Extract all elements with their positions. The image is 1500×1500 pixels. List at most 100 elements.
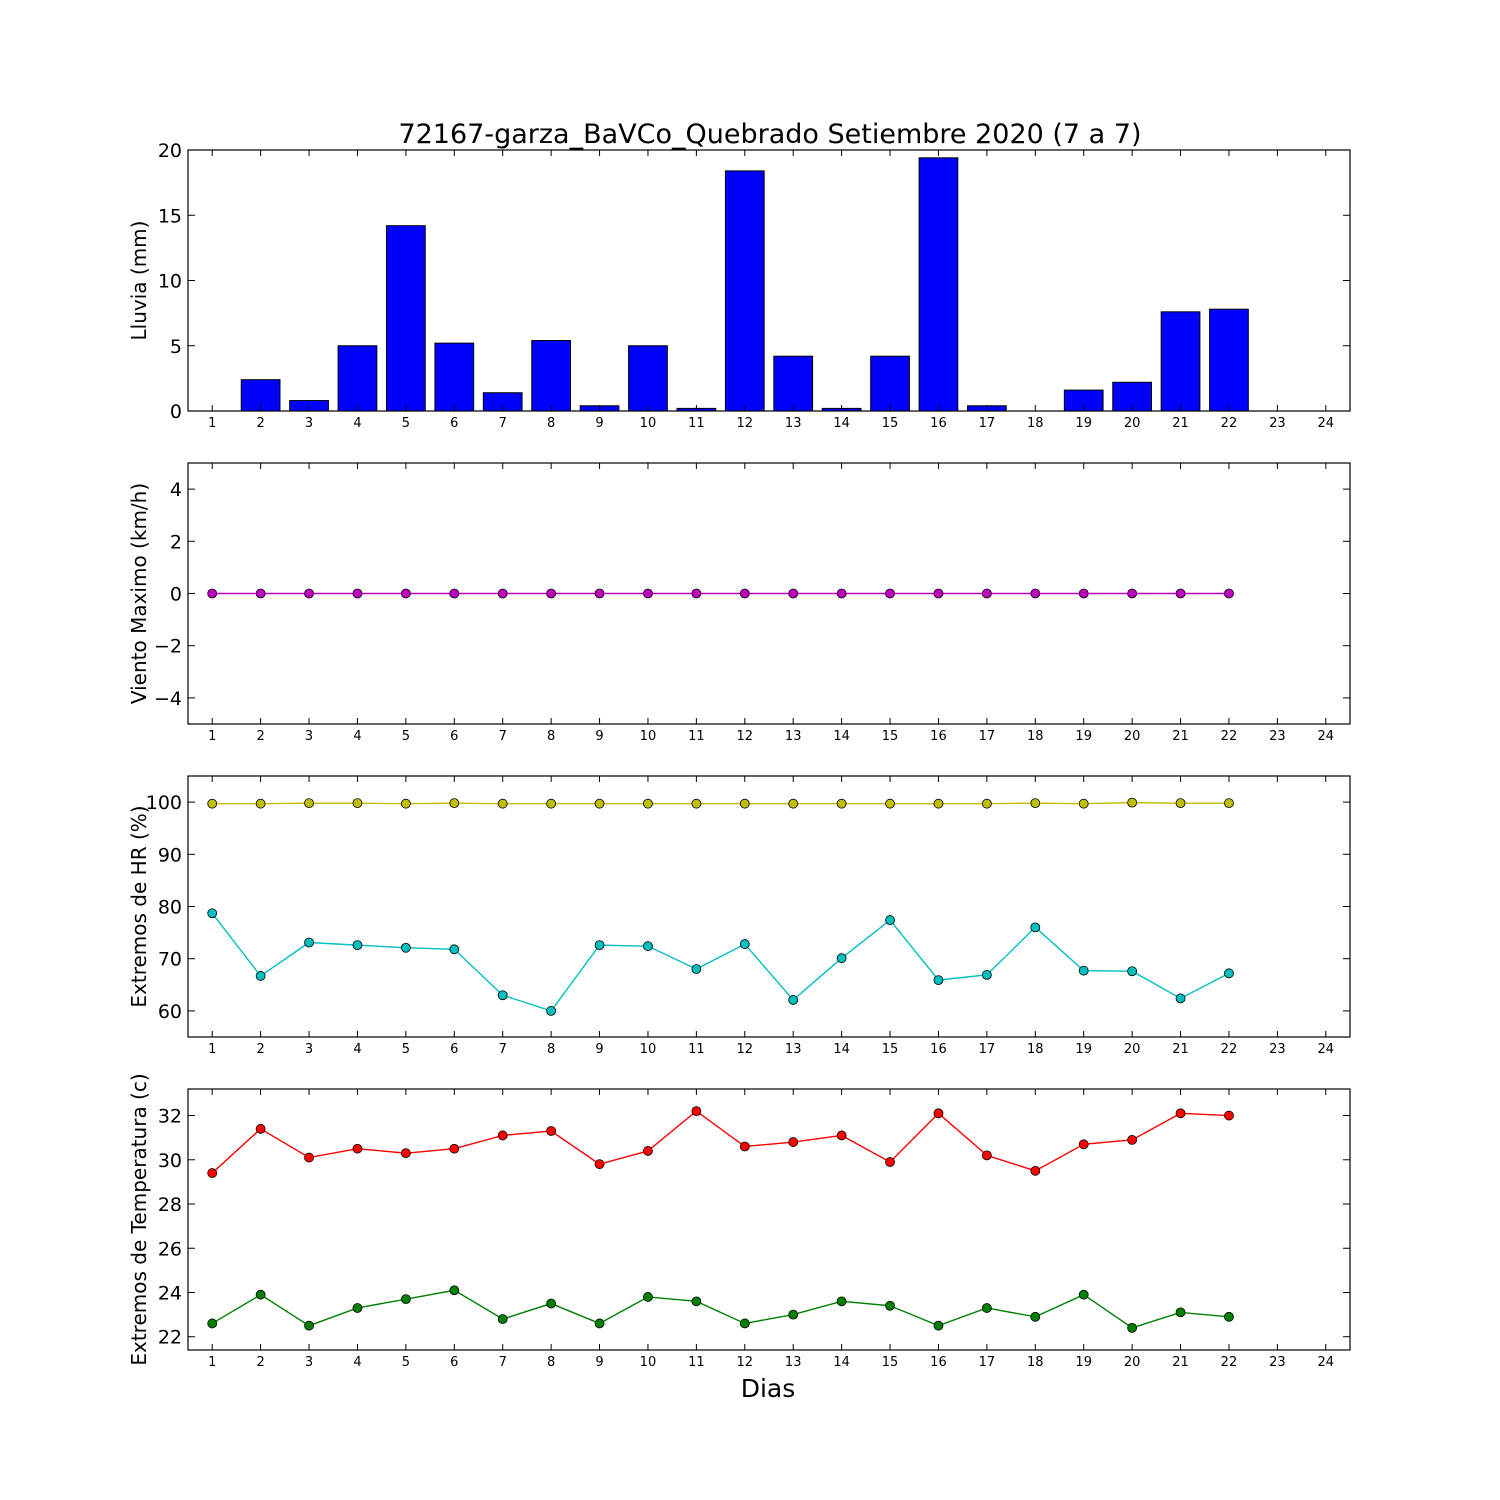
- x-tick-label-rain-18: 18: [1027, 416, 1044, 431]
- point-humidity-series-2-day-22: [1224, 968, 1234, 979]
- point-temperature-series-1-day-11: [691, 1106, 702, 1117]
- y-tick-label-rain-20: 20: [158, 140, 182, 162]
- x-tick-label-temperature-6: 6: [450, 1355, 458, 1370]
- point-temperature-series-2-day-6: [449, 1285, 460, 1296]
- bar-rain-day-13: [773, 355, 814, 412]
- x-tick-label-temperature-20: 20: [1124, 1355, 1141, 1370]
- point-wind-series-1-day-20: [1127, 588, 1138, 599]
- point-humidity-series-2-day-14: [836, 953, 847, 964]
- x-tick-label-humidity-13: 13: [785, 1042, 802, 1057]
- point-temperature-series-1-day-3: [304, 1152, 314, 1163]
- x-tick-label-humidity-4: 4: [353, 1042, 361, 1057]
- point-temperature-series-2-day-4: [352, 1303, 363, 1313]
- point-temperature-series-2-day-16: [933, 1320, 944, 1331]
- point-temperature-series-2-day-9: [594, 1318, 605, 1329]
- x-tick-label-temperature-9: 9: [595, 1355, 603, 1370]
- x-tick-label-humidity-14: 14: [833, 1042, 850, 1057]
- point-wind-series-1-day-16: [933, 588, 944, 599]
- x-tick-label-temperature-12: 12: [737, 1355, 754, 1370]
- point-temperature-series-2-day-8: [546, 1298, 557, 1309]
- point-humidity-series-2-day-7: [497, 990, 508, 1001]
- x-tick-label-temperature-24: 24: [1318, 1355, 1335, 1370]
- x-tick-label-wind-9: 9: [595, 729, 603, 744]
- x-tick-label-rain-24: 24: [1318, 416, 1335, 431]
- x-tick-label-rain-8: 8: [547, 416, 555, 431]
- point-humidity-series-2-day-4: [352, 940, 363, 951]
- y-axis-label-humidity: Extremos de HR (%): [127, 805, 151, 1007]
- point-humidity-series-2-day-11: [691, 964, 702, 975]
- y-tick-label-wind--4: −4: [154, 688, 182, 710]
- point-humidity-series-2-day-9: [594, 940, 605, 951]
- x-tick-label-humidity-5: 5: [402, 1042, 410, 1057]
- y-tick-label-humidity-100: 100: [146, 792, 182, 814]
- x-tick-label-wind-3: 3: [305, 729, 313, 744]
- point-wind-series-1-day-7: [497, 588, 508, 599]
- point-humidity-series-2-day-20: [1127, 966, 1138, 977]
- point-temperature-series-1-day-1: [207, 1168, 218, 1178]
- x-tick-label-wind-19: 19: [1075, 729, 1092, 744]
- point-humidity-series-2-day-3: [304, 937, 314, 948]
- point-humidity-series-2-day-6: [449, 944, 460, 955]
- point-humidity-series-2-day-1: [207, 908, 218, 919]
- x-tick-label-wind-22: 22: [1221, 729, 1238, 744]
- bar-rain-day-12: [724, 170, 765, 412]
- x-tick-label-rain-21: 21: [1172, 416, 1189, 431]
- x-tick-label-humidity-6: 6: [450, 1042, 458, 1057]
- y-tick-label-wind-4: 4: [170, 479, 182, 501]
- x-tick-label-temperature-11: 11: [688, 1355, 705, 1370]
- x-tick-label-humidity-8: 8: [547, 1042, 555, 1057]
- point-humidity-series-2-day-16: [933, 975, 944, 986]
- y-tick-label-humidity-90: 90: [158, 844, 182, 866]
- point-temperature-series-1-day-21: [1175, 1108, 1186, 1119]
- point-temperature-series-1-day-18: [1030, 1165, 1041, 1176]
- point-wind-series-1-day-10: [643, 588, 653, 599]
- x-tick-label-wind-24: 24: [1318, 729, 1335, 744]
- point-wind-series-1-day-15: [885, 588, 895, 599]
- x-tick-label-wind-5: 5: [402, 729, 410, 744]
- y-tick-label-temperature-24: 24: [158, 1282, 182, 1304]
- point-temperature-series-2-day-14: [836, 1296, 847, 1307]
- x-tick-label-temperature-21: 21: [1172, 1355, 1189, 1370]
- x-tick-label-rain-15: 15: [882, 416, 899, 431]
- y-tick-label-wind--2: −2: [154, 636, 182, 658]
- point-humidity-series-2-day-10: [643, 941, 653, 952]
- y-tick-label-humidity-80: 80: [158, 897, 182, 919]
- point-temperature-series-1-day-7: [497, 1130, 508, 1141]
- bar-rain-day-6: [434, 342, 475, 412]
- y-tick-label-temperature-22: 22: [158, 1327, 182, 1349]
- point-temperature-series-1-day-8: [546, 1126, 557, 1136]
- axes-frame-temperature: [187, 1088, 1351, 1351]
- point-temperature-series-2-day-20: [1127, 1322, 1138, 1333]
- y-tick-label-temperature-32: 32: [158, 1106, 182, 1128]
- x-tick-label-wind-17: 17: [979, 729, 996, 744]
- point-temperature-series-1-day-15: [885, 1157, 895, 1167]
- point-humidity-series-2-day-2: [255, 971, 266, 981]
- panels: 1 2 3 4 5 6 7 8 9 10 11 12 13 14 15 16 17 18 19 20 21 22 23 240…: [127, 140, 1351, 1370]
- bar-rain-day-16: [918, 157, 959, 412]
- point-temperature-series-2-day-12: [739, 1318, 750, 1329]
- point-wind-series-1-day-3: [304, 588, 314, 599]
- x-tick-label-humidity-16: 16: [930, 1042, 947, 1057]
- x-tick-label-temperature-22: 22: [1221, 1355, 1238, 1370]
- point-wind-series-1-day-12: [739, 588, 750, 599]
- bar-rain-day-8: [531, 340, 571, 412]
- chart-title: 72167-garza_BaVCo_Quebrado Setiembre 202…: [398, 119, 1141, 150]
- y-tick-label-rain-5: 5: [170, 336, 182, 358]
- point-humidity-series-1-day-20: [1127, 797, 1138, 808]
- x-tick-label-rain-1: 1: [208, 416, 216, 431]
- x-tick-label-temperature-19: 19: [1075, 1355, 1092, 1370]
- x-tick-label-wind-1: 1: [208, 729, 216, 744]
- point-humidity-series-2-day-5: [400, 942, 411, 953]
- point-wind-series-1-day-21: [1175, 588, 1186, 599]
- y-tick-label-wind-2: 2: [170, 531, 182, 553]
- x-tick-label-temperature-18: 18: [1027, 1355, 1044, 1370]
- x-tick-label-temperature-1: 1: [208, 1355, 216, 1370]
- x-tick-label-temperature-2: 2: [256, 1355, 264, 1370]
- point-temperature-series-2-day-5: [400, 1294, 411, 1305]
- x-tick-label-rain-5: 5: [402, 416, 410, 431]
- x-tick-label-temperature-17: 17: [979, 1355, 996, 1370]
- x-tick-label-humidity-9: 9: [595, 1042, 603, 1057]
- point-humidity-series-1-day-12: [739, 798, 750, 809]
- x-tick-label-wind-10: 10: [640, 729, 657, 744]
- y-tick-label-wind-0: 0: [170, 584, 182, 606]
